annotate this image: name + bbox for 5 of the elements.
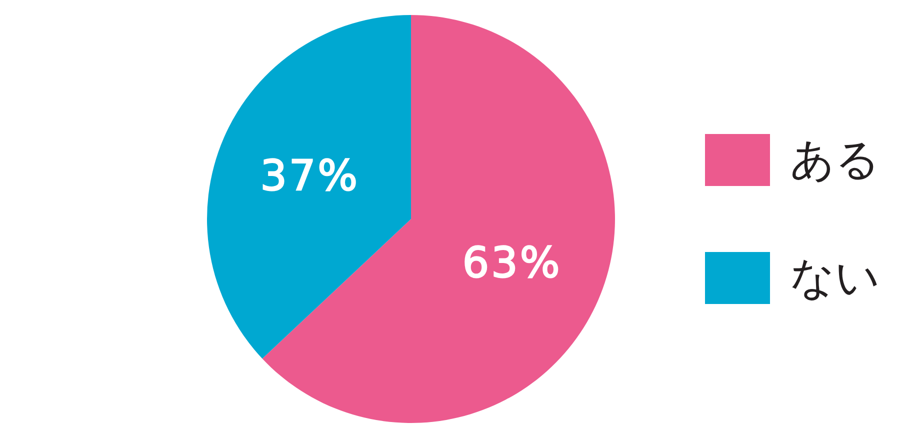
- legend-label: ない: [790, 252, 880, 304]
- legend-label: ある: [790, 134, 880, 186]
- data-label: 37%: [260, 150, 360, 200]
- data-label: 63%: [462, 238, 562, 288]
- legend: ある ない: [705, 134, 880, 304]
